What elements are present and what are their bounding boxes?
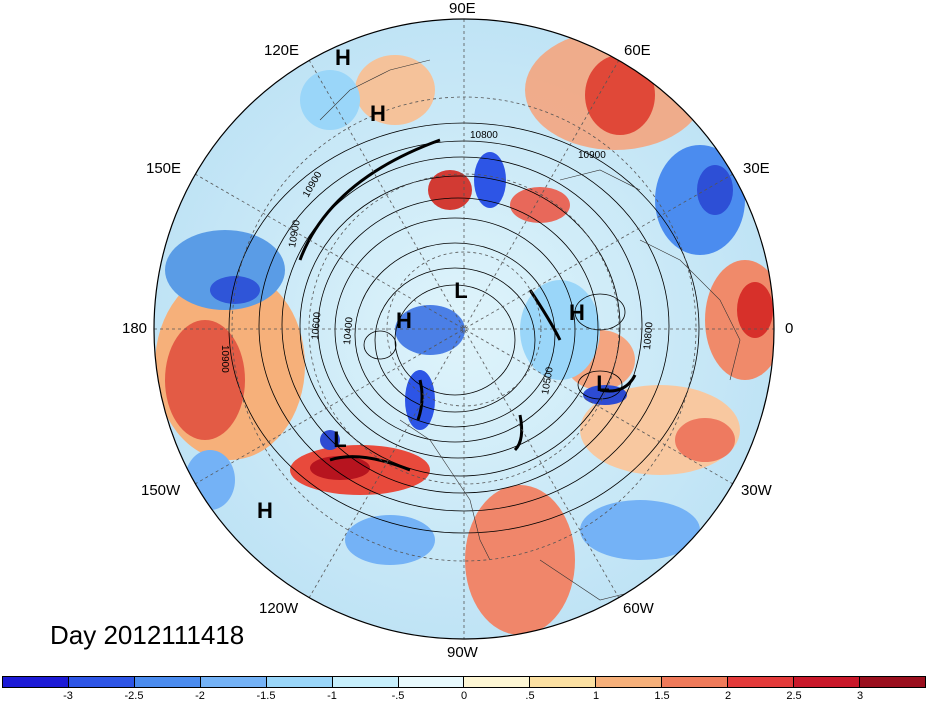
coastlines <box>319 59 741 601</box>
lon-label-top: 90E <box>449 0 476 17</box>
high-pressure-marker: H <box>335 45 351 70</box>
colorbar-segment <box>200 677 267 687</box>
colorbar-tick-label: -3 <box>63 690 73 702</box>
colorbar-tick-label: 1.5 <box>654 690 670 702</box>
contour-label: 10900 <box>578 150 606 161</box>
colorbar-segment <box>134 677 201 687</box>
colorbar-segment <box>859 677 925 687</box>
colorbar-tick-label: -.5 <box>391 690 405 702</box>
lon-label-left: 180 <box>122 320 148 337</box>
colorbar-segment <box>3 677 69 687</box>
contour-label: 10400 <box>342 316 355 345</box>
colorbar-tick-label: 3 <box>856 690 864 702</box>
colorbar-tick-label: -1.5 <box>256 690 276 702</box>
colorbar-segment <box>332 677 399 687</box>
lon-label-120w: 120W <box>259 600 299 617</box>
colorbar-segment <box>530 677 597 687</box>
lon-label-30w: 30W <box>741 482 772 499</box>
lon-label-right: 0 <box>785 320 794 337</box>
colorbar-segment <box>266 677 333 687</box>
low-pressure-marker: L <box>596 371 610 396</box>
colorbar-segment <box>398 677 465 687</box>
high-pressure-marker: H <box>569 300 585 325</box>
lon-label-30e: 30E <box>743 160 770 177</box>
colorbar-tick-label: 1 <box>592 690 600 702</box>
colorbar-segment <box>68 677 135 687</box>
contour-label: 10800 <box>470 130 498 141</box>
contour-label: 10900 <box>219 345 230 373</box>
colorbar-tick-label: -2 <box>195 690 205 702</box>
lon-label-150w: 150W <box>141 482 181 499</box>
contour-label: 10800 <box>642 321 655 350</box>
colorbar <box>2 676 926 688</box>
colorbar-tick-label: -2.5 <box>124 690 144 702</box>
lon-label-60w: 60W <box>623 600 654 617</box>
high-pressure-marker: H <box>257 498 273 523</box>
colorbar-segment <box>662 677 729 687</box>
colorbar-tick-label: -1 <box>327 690 337 702</box>
colorbar-segment <box>794 677 860 687</box>
colorbar-segment <box>596 677 663 687</box>
colorbar-tick-label: 2 <box>724 690 732 702</box>
lon-label-60e: 60E <box>624 42 651 59</box>
colorbar-tick-label: 0 <box>460 690 468 702</box>
lon-label-bottom: 90W <box>447 644 478 661</box>
colorbar-segment <box>728 677 795 687</box>
lon-label-150e: 150E <box>146 160 182 177</box>
high-pressure-marker: H <box>370 101 386 126</box>
anomaly-shading <box>154 19 774 639</box>
high-pressure-marker: H <box>396 308 412 333</box>
contour-label: 10500 <box>540 366 556 396</box>
date-title: Day 2012111418 <box>50 620 245 650</box>
low-pressure-marker: L <box>333 427 347 452</box>
lon-label-120e: 120E <box>264 42 300 59</box>
contour-label: 10900 <box>287 219 303 249</box>
colorbar-tick-label: .5 <box>525 690 535 702</box>
colorbar-tick-label: 2.5 <box>786 690 802 702</box>
low-pressure-marker: L <box>454 278 468 303</box>
graticule <box>154 19 774 639</box>
colorbar-segment <box>464 677 531 687</box>
map-border <box>153 18 775 640</box>
contour-label: 10600 <box>310 311 323 340</box>
